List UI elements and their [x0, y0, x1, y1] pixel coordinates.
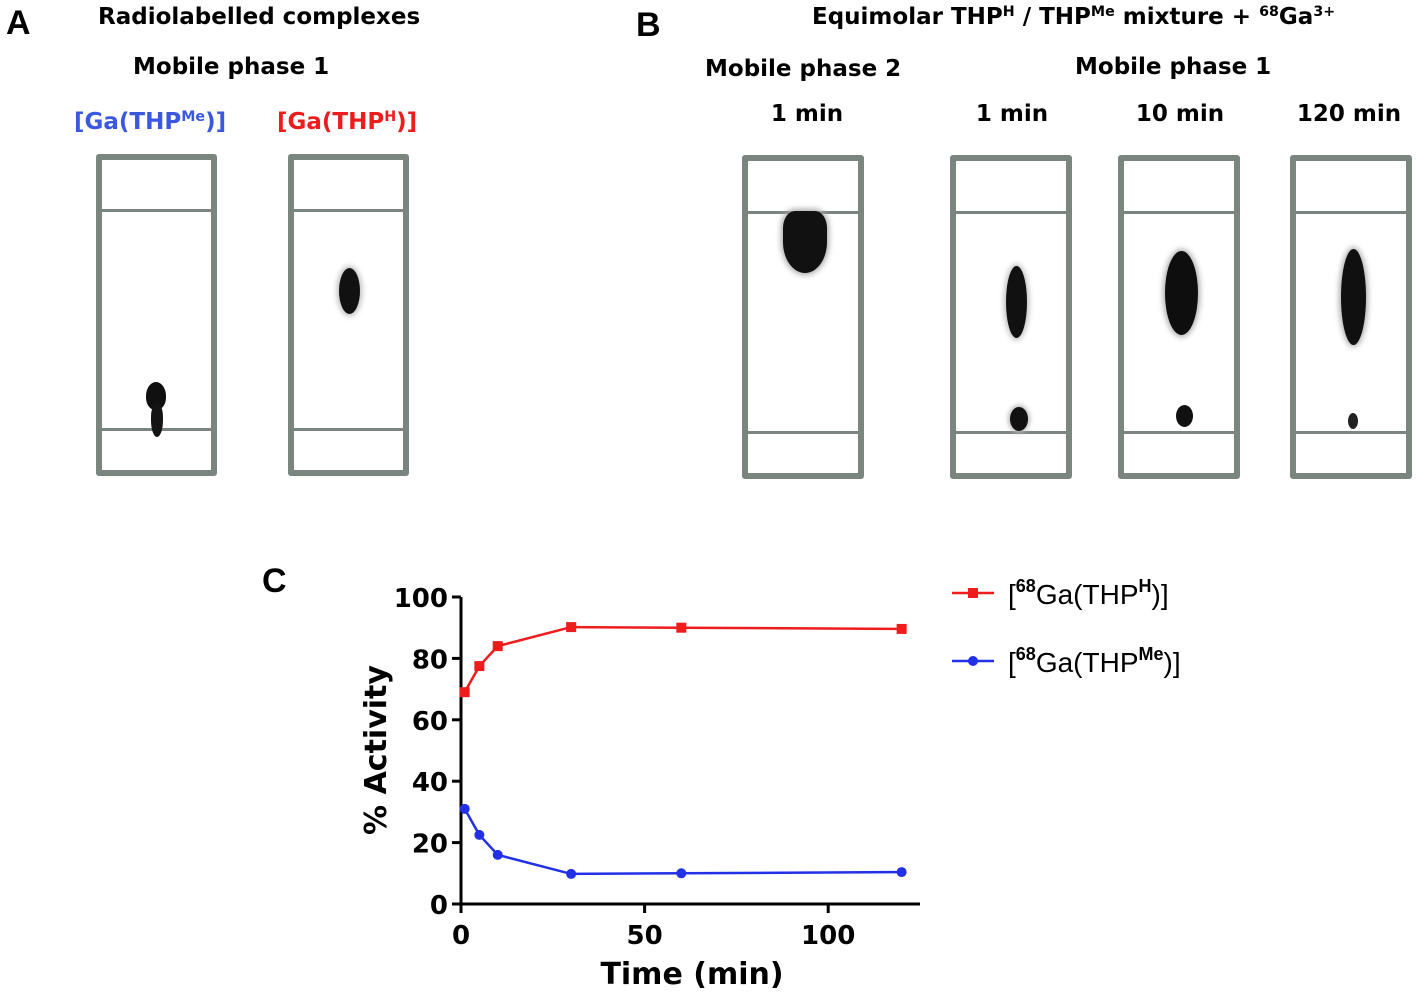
- data-point: [474, 661, 485, 672]
- time-label: 10 min: [1135, 101, 1225, 127]
- panel-b-title-s3: 68: [1259, 4, 1279, 21]
- legend-marker: [968, 588, 978, 598]
- data-point: [492, 849, 503, 860]
- data-point: [896, 623, 907, 634]
- panel-b-title-s1: H: [1002, 4, 1015, 21]
- tlc-plate-a1: [96, 154, 217, 476]
- solvent-front-line: [956, 211, 1066, 214]
- data-point: [896, 867, 907, 878]
- legend-marker: [968, 656, 978, 666]
- origin-line: [1296, 431, 1406, 434]
- y-axis-label: % Activity: [359, 665, 394, 835]
- lane-label-thpme-sup: Me: [181, 109, 206, 126]
- solvent-front-line: [102, 209, 211, 212]
- panel-c-letter: C: [262, 562, 287, 600]
- panel-a-title: Radiolabelled complexes: [98, 4, 421, 30]
- legend-label-sup: H: [1139, 576, 1152, 596]
- legend-label: [68Ga(THPH)]: [1008, 576, 1169, 610]
- series-line-thpme: [463, 808, 902, 876]
- data-point: [566, 622, 577, 633]
- x-tick-label: 0: [452, 921, 470, 951]
- y-tick-label: 100: [394, 584, 448, 614]
- data-point: [676, 868, 687, 879]
- legend-label-text: [: [1008, 647, 1016, 678]
- lane-label-thph-prefix: [Ga(THP: [277, 109, 385, 135]
- data-point: [492, 641, 503, 652]
- tlc-plate-b3: [1118, 155, 1240, 479]
- panel-b-title-s2: Me: [1090, 4, 1115, 21]
- legend-label-sup: 68: [1016, 644, 1036, 664]
- panel-b-title-p4: Ga: [1278, 4, 1314, 30]
- panel-b-title-p3: mixture +: [1114, 4, 1260, 30]
- panel-b-title-p2: / THP: [1014, 4, 1091, 30]
- panel-b-letter: B: [636, 6, 661, 44]
- lane-label-thpme-prefix: [Ga(THP: [74, 109, 182, 135]
- legend-label: [68Ga(THPMe)]: [1008, 644, 1181, 678]
- x-tick-label: 100: [801, 921, 855, 951]
- data-point: [676, 622, 687, 633]
- data-point: [566, 868, 577, 879]
- panel-a-letter: A: [6, 4, 31, 42]
- legend-label-sup: Me: [1139, 644, 1164, 664]
- x-axis-label: Time (min): [600, 957, 783, 992]
- mobile-phase-2-label: Mobile phase 2: [705, 56, 902, 82]
- y-tick-label: 40: [412, 768, 448, 798]
- mobile-phase-1-label: Mobile phase 1: [1075, 54, 1272, 80]
- data-point: [459, 687, 470, 698]
- tlc-plate-b2: [950, 155, 1072, 479]
- lane-label-thph-sup: H: [384, 109, 397, 126]
- radioactive-spot: [1165, 251, 1198, 335]
- legend-label-text: )]: [1152, 579, 1169, 610]
- tlc-plate-a2: [288, 154, 409, 476]
- tlc-plate-b1: [742, 155, 864, 479]
- lane-label-thpme: [Ga(THPMe)]: [74, 109, 227, 135]
- chart-legend: [68Ga(THPH)][68Ga(THPMe)]: [952, 576, 1181, 678]
- origin-line: [748, 431, 858, 434]
- panel-b-title-s4: 3+: [1313, 4, 1336, 21]
- solvent-front-line: [1124, 211, 1234, 214]
- radioactive-spot: [1006, 266, 1027, 338]
- radioactive-spot: [1348, 413, 1358, 429]
- tlc-plate-b4: [1290, 155, 1412, 479]
- lane-label-thph: [Ga(THPH)]: [277, 109, 418, 135]
- origin-line: [956, 431, 1066, 434]
- radioactive-spot: [1010, 407, 1028, 431]
- panel-a-subtitle: Mobile phase 1: [133, 54, 330, 80]
- y-tick-label: 0: [430, 891, 448, 921]
- legend-label-text: Ga(THP: [1036, 579, 1139, 610]
- legend-label-text: Ga(THP: [1036, 647, 1139, 678]
- legend-label-sup: 68: [1016, 576, 1036, 596]
- panel-b-title: Equimolar THPH / THPMe mixture + 68Ga3+: [812, 4, 1336, 30]
- radioactive-spot: [146, 382, 166, 410]
- radioactive-spot: [783, 211, 827, 273]
- radioactive-spot: [1341, 249, 1366, 345]
- time-label: 1 min: [770, 101, 844, 127]
- panel-b-title-p1: Equimolar THP: [812, 4, 1003, 30]
- solvent-front-line: [294, 209, 403, 212]
- legend-label-text: )]: [1164, 647, 1181, 678]
- data-point: [474, 829, 485, 840]
- time-label: 1 min: [975, 101, 1049, 127]
- y-tick-label: 60: [412, 707, 448, 737]
- chart-axes: 0 20 40 60 80 100 0 50 100: [394, 584, 920, 951]
- y-tick-label: 80: [412, 645, 448, 675]
- origin-line: [1124, 431, 1234, 434]
- time-label: 120 min: [1296, 101, 1402, 127]
- x-tick-label: 50: [627, 921, 663, 951]
- radioactive-spot: [1176, 405, 1193, 427]
- legend-label-text: [: [1008, 579, 1016, 610]
- y-tick-label: 20: [412, 830, 448, 860]
- lane-label-thph-suffix: )]: [396, 109, 418, 135]
- lane-label-thpme-suffix: )]: [205, 109, 227, 135]
- solvent-front-line: [1296, 211, 1406, 214]
- radioactive-spot: [339, 268, 360, 314]
- chart-series: [459, 622, 907, 879]
- series-line-thph: [463, 625, 902, 693]
- radioactive-spot-tail: [151, 404, 163, 437]
- origin-line: [294, 428, 403, 431]
- data-point: [459, 803, 470, 814]
